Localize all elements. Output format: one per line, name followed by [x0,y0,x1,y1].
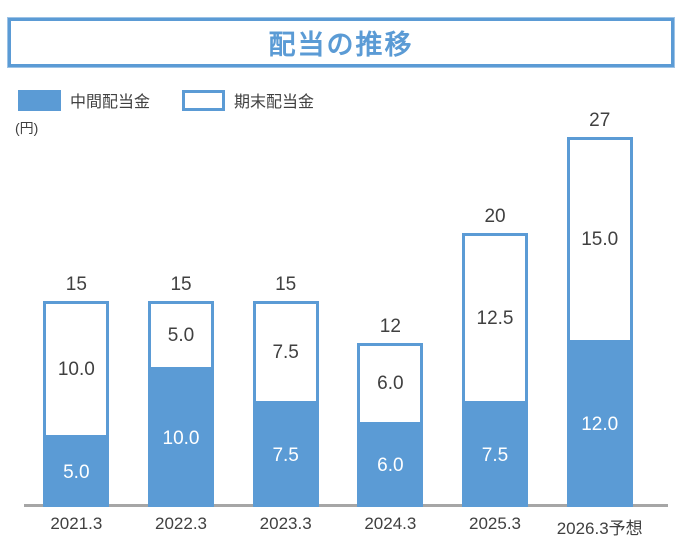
bar-column: 27 15.0 12.0 [547,100,652,507]
bar-segment-interim: 10.0 [148,370,214,507]
bar-total-label: 12 [379,316,401,337]
bar-total-label: 15 [170,274,192,295]
bar-segment-interim: 12.0 [566,343,633,507]
bar-column: 15 7.5 7.5 [233,100,338,507]
x-axis-label: 2021.3 [50,514,103,533]
bar-segment-yearend: 6.0 [357,343,424,425]
unit-label: (円) [15,120,39,136]
bar-column: 12 6.0 6.0 [338,100,443,507]
bar-column: 15 10.0 5.0 [24,100,129,507]
bar-segment-interim: 6.0 [357,425,424,507]
legend-item-interim: 中間配当金 [18,88,150,112]
bar-chart-plot: 15 10.0 5.0 15 5.0 10.0 15 7.5 7.5 12 6.0 6.0 20 12.5… [24,100,652,507]
bar-total-label: 27 [589,110,611,131]
legend: 中間配当金 期末配当金 [18,88,314,112]
bar-column: 15 5.0 10.0 [129,100,234,507]
x-axis-line [24,504,668,507]
bar-segment-yearend: 5.0 [148,301,214,370]
bar-segment-yearend: 7.5 [252,301,319,404]
bar-segment-yearend: 15.0 [566,137,633,343]
legend-item-yearend: 期末配当金 [182,88,314,112]
legend-label-interim: 中間配当金 [70,94,151,111]
x-axis-label: 2024.3 [364,514,417,533]
bar-segment-interim: 7.5 [252,404,319,507]
chart-title: 配当の推移 [268,30,414,60]
bar-total-label: 15 [275,274,297,295]
bar-total-label: 20 [484,206,506,227]
bar-segment-interim: 5.0 [43,438,110,507]
bar-segment-yearend: 10.0 [43,301,110,438]
chart-title-box: 配当の推移 [8,18,674,67]
interim-dividend-swatch-icon [18,89,61,111]
yearend-dividend-swatch-icon [182,89,226,111]
x-axis-label: 2022.3 [155,514,207,533]
bar-segment-yearend: 12.5 [462,233,529,404]
bar-segment-interim: 7.5 [462,404,529,507]
x-axis-labels: 2021.3 2022.3 2023.3 2024.3 2025.3 2026.3予想 [24,514,652,539]
x-axis-label: 2025.3 [469,514,522,533]
legend-label-yearend: 期末配当金 [234,94,315,111]
bar-column: 20 12.5 7.5 [443,100,548,507]
x-axis-label: 2026.3予想 [556,519,643,538]
bar-total-label: 15 [65,274,87,295]
x-axis-label: 2023.3 [259,514,312,533]
